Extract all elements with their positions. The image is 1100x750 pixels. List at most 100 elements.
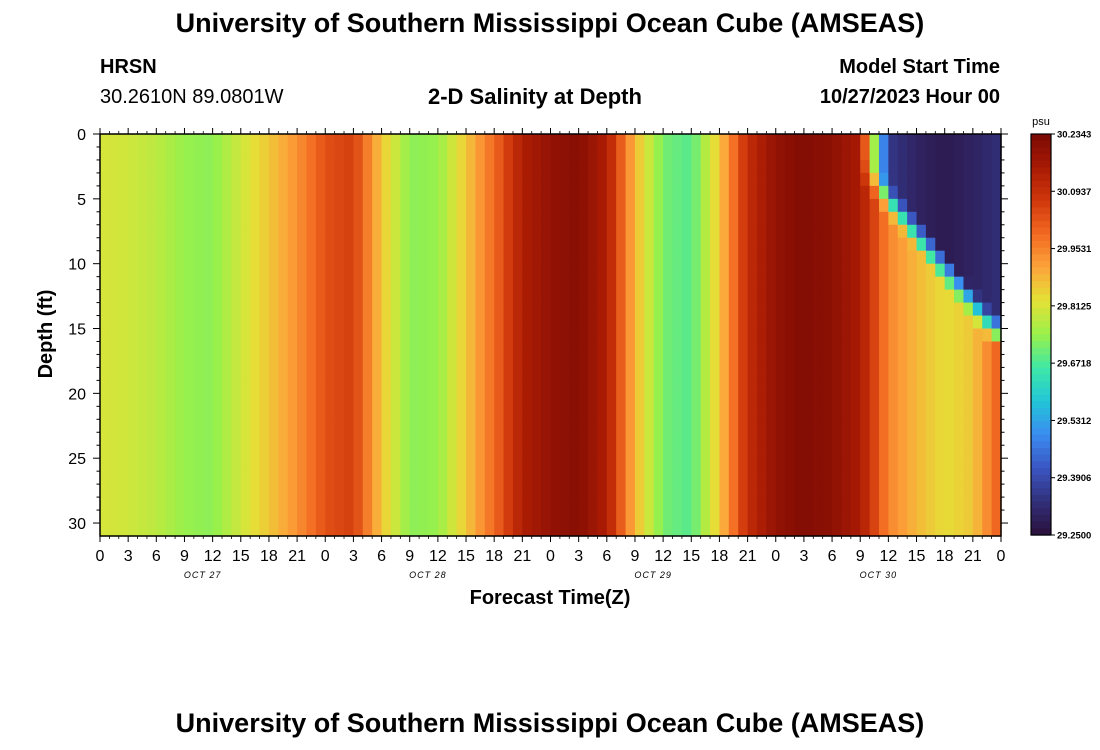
heatmap-cell (250, 224, 261, 239)
heatmap-cell (663, 276, 674, 291)
heatmap-cell (212, 250, 223, 265)
heatmap-cell (222, 471, 232, 485)
heatmap-cell (419, 224, 430, 239)
heatmap-cell (822, 432, 833, 446)
heatmap-cell (334, 276, 345, 291)
heatmap-cell (400, 445, 411, 459)
heatmap-cell (710, 445, 721, 459)
heatmap-cell (728, 211, 739, 226)
heatmap-cell (466, 237, 477, 252)
heatmap-cell (278, 367, 289, 381)
heatmap-cell (625, 237, 636, 252)
heatmap-cell (212, 134, 223, 148)
heatmap-cell (644, 458, 655, 472)
heatmap-cell (118, 263, 129, 278)
heatmap-cell (512, 159, 523, 174)
heatmap-cell (100, 146, 110, 161)
heatmap-cell (362, 471, 373, 485)
heatmap-cell (128, 523, 139, 537)
heatmap-cell (841, 250, 852, 265)
heatmap-cell (907, 458, 918, 472)
heatmap-cell (728, 315, 739, 330)
heatmap-cell (494, 263, 505, 278)
heatmap-cell (100, 289, 110, 304)
heatmap-cell (240, 263, 251, 278)
heatmap-cell (409, 341, 420, 356)
heatmap-cell (588, 237, 599, 252)
heatmap-cell (747, 146, 758, 161)
heatmap-cell (278, 250, 289, 265)
heatmap-cell (100, 419, 110, 433)
heatmap-cell (625, 445, 636, 459)
heatmap-cell (578, 289, 589, 304)
heatmap-cell (240, 159, 251, 174)
heatmap-cell (381, 510, 392, 524)
heatmap-cell (935, 367, 946, 381)
heatmap-cell (259, 198, 270, 213)
heatmap-cell (756, 354, 767, 369)
heatmap-cell (222, 458, 232, 472)
heatmap-cell (100, 432, 110, 446)
heatmap-cell (334, 341, 345, 356)
heatmap-cell (541, 419, 552, 433)
heatmap-cell (710, 419, 721, 433)
heatmap-cell (907, 289, 918, 304)
heatmap-cell (869, 185, 880, 200)
heatmap-cell (982, 419, 993, 433)
heatmap-cell (362, 302, 373, 317)
heatmap-cell (278, 328, 289, 343)
heatmap-cell (287, 419, 298, 433)
heatmap-cell (916, 263, 927, 278)
x-tick-label: 3 (799, 548, 808, 565)
heatmap-cell (813, 419, 824, 433)
heatmap-cell (353, 211, 364, 226)
heatmap-cell (362, 185, 373, 200)
colorbar-segment (1031, 387, 1051, 396)
heatmap-cell (728, 328, 739, 343)
heatmap-cell (738, 237, 749, 252)
heatmap-cell (653, 432, 664, 446)
heatmap-cell (850, 510, 861, 524)
heatmap-cell (588, 406, 599, 420)
heatmap-cell (146, 471, 157, 485)
colorbar-segment (1031, 327, 1051, 336)
heatmap-cell (334, 523, 345, 537)
heatmap-cell (259, 523, 270, 537)
heatmap-cell (278, 406, 289, 420)
heatmap-cell (381, 237, 392, 252)
heatmap-cell (362, 289, 373, 304)
heatmap-cell (954, 211, 965, 226)
heatmap-cell (325, 302, 336, 317)
heatmap-cell (334, 406, 345, 420)
heatmap-cell (128, 172, 139, 187)
heatmap-cell (381, 276, 392, 291)
heatmap-cell (193, 341, 204, 356)
heatmap-cell (484, 523, 495, 537)
heatmap-cell (963, 367, 974, 381)
heatmap-cell (785, 211, 796, 226)
heatmap-cell (672, 146, 683, 161)
heatmap-cell (137, 159, 148, 174)
heatmap-cell (503, 172, 514, 187)
heatmap-cell (447, 510, 458, 524)
heatmap-cell (118, 341, 129, 356)
colorbar-segment (1031, 481, 1051, 489)
heatmap-cell (531, 315, 542, 330)
heatmap-cell (362, 146, 373, 161)
heatmap-cell (813, 497, 824, 511)
heatmap-cell (184, 367, 195, 381)
heatmap-cell (588, 159, 599, 174)
heatmap-cell (222, 354, 232, 369)
heatmap-cell (381, 445, 392, 459)
heatmap-cell (606, 328, 617, 343)
heatmap-cell (710, 341, 721, 356)
heatmap-cell (531, 445, 542, 459)
heatmap-cell (503, 406, 514, 420)
colorbar-segment (1031, 147, 1051, 155)
heatmap-cell (268, 341, 279, 356)
colorbar-segment (1031, 401, 1051, 409)
heatmap-cell (916, 380, 927, 394)
heatmap-cell (925, 224, 936, 239)
heatmap-cell (813, 224, 824, 239)
heatmap-cell (850, 134, 861, 148)
